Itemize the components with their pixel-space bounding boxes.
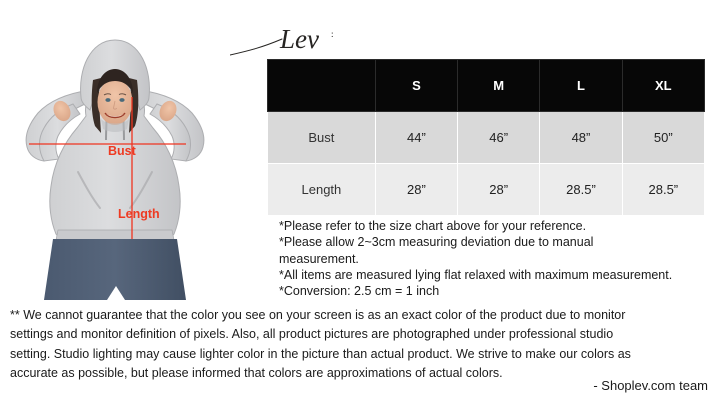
svg-text::: : — [331, 29, 334, 39]
svg-text:Lev: Lev — [279, 24, 319, 54]
svg-text:Length: Length — [118, 207, 160, 221]
svg-text:Bust: Bust — [108, 144, 137, 158]
